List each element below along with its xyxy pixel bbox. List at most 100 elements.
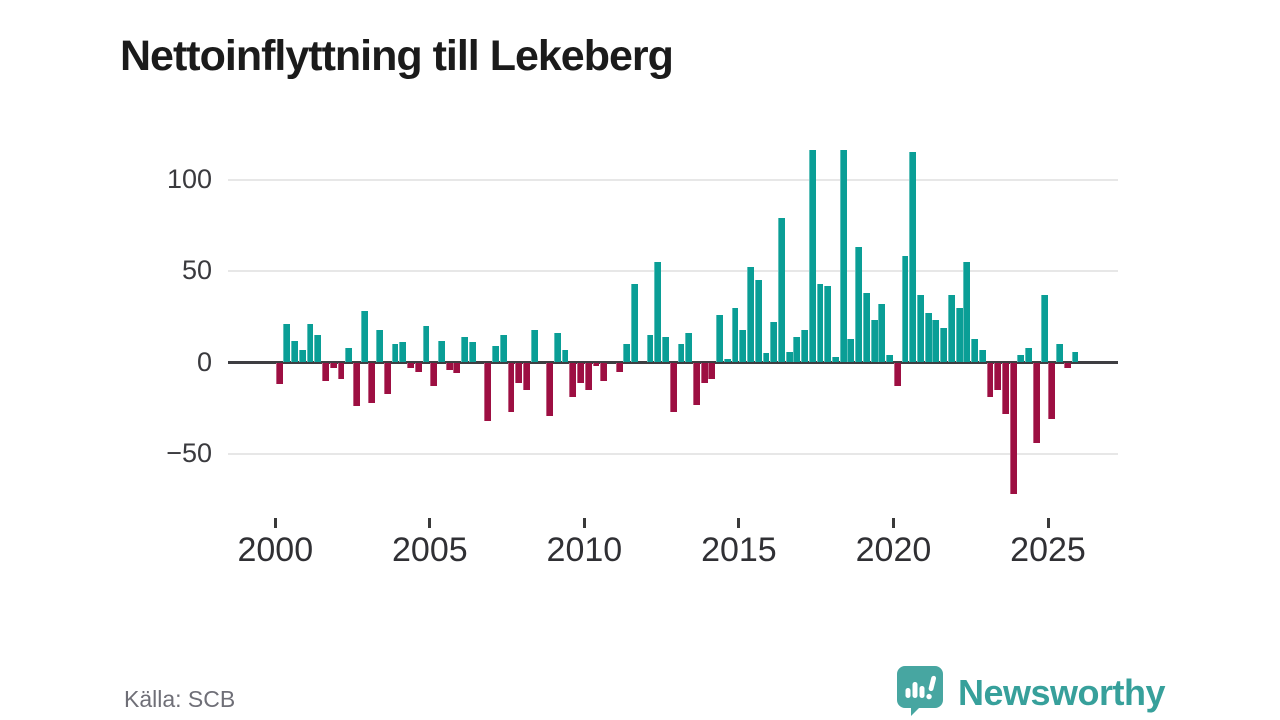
bar-2019-q4 [886,355,894,363]
bar-2014-q3 [723,358,731,363]
bar-2015-q4 [762,353,770,363]
bar-2001-q3 [322,362,329,381]
bar-2002-q4 [360,311,368,363]
bar-2001-q4 [329,362,337,368]
bar-2004-q4 [422,325,430,363]
bar-2022-q1 [955,307,963,363]
bar-2010-q1 [584,362,592,390]
y-tick-label-100: 100 [166,163,212,194]
y-tick-label--50: −50 [166,438,212,468]
bar-2017-q1 [801,329,809,363]
brand-logo: Newsworthy [895,663,1166,720]
bar-2012-q3 [662,336,669,363]
bar-2002-q3 [352,362,360,407]
gridline-50 [228,270,1118,272]
bar-2003-q4 [391,344,399,363]
bar-2019-q3 [878,303,886,363]
x-tick-2010 [582,518,586,528]
bar-2002-q2 [345,347,353,363]
bar-2018-q3 [847,338,855,363]
bar-2023-q1 [986,362,994,398]
bar-2007-q2 [499,335,507,363]
bar-2011-q1 [615,362,623,372]
bar-2009-q3 [569,362,577,398]
bar-2001-q1 [306,324,314,363]
bar-2014-q4 [731,307,739,363]
bar-2020-q3 [909,152,917,363]
x-tick-2020 [891,518,895,528]
bar-2025-q4 [1071,351,1079,363]
x-tick-2005 [428,518,432,528]
bar-2005-q4 [453,362,461,374]
bar-2024-q1 [1017,355,1025,363]
x-tick-2025 [1046,518,1050,528]
bar-2006-q1 [461,336,469,363]
bar-2018-q1 [832,357,839,363]
gridline--50 [228,453,1118,455]
bar-2024-q2 [1025,347,1033,363]
source-note: Källa: SCB [124,686,236,712]
bar-2016-q2 [777,217,785,363]
y-tick-label-0: 0 [196,346,212,377]
bar-2000-q2 [283,324,291,363]
x-tick-2015 [737,518,741,528]
bar-2012-q1 [646,335,654,363]
bar-2009-q2 [561,349,569,363]
bar-2008-q2 [530,329,538,363]
bar-2015-q1 [739,329,747,363]
bar-2005-q1 [430,362,438,387]
bar-2004-q1 [399,342,407,363]
bar-2020-q2 [901,256,909,363]
bar-2024-q4 [1040,294,1048,363]
bar-2016-q1 [770,322,778,363]
bar-2015-q2 [747,267,754,363]
bar-2013-q2 [685,333,693,363]
bar-2004-q3 [414,362,422,372]
bar-2015-q3 [754,280,762,363]
bar-2023-q2 [994,362,1002,390]
bar-2017-q3 [816,283,824,363]
bar-2020-q4 [917,294,924,363]
bar-2005-q2 [437,340,445,363]
bar-2025-q2 [1056,344,1064,363]
bar-2019-q2 [870,320,878,363]
bar-2000-q3 [291,340,299,363]
bar-2006-q4 [484,362,492,422]
bar-2002-q1 [337,362,345,379]
bar-2021-q1 [924,313,932,363]
bar-2024-q3 [1032,362,1040,444]
bar-2023-q3 [1002,362,1009,414]
y-tick-label-50: 50 [181,255,212,285]
gridline-100 [228,178,1118,181]
bar-2022-q2 [963,261,971,363]
bar-2021-q3 [940,327,948,363]
x-tick-label-2010: 2010 [546,531,623,569]
bar-2009-q4 [577,362,584,383]
bar-2009-q1 [553,333,561,363]
bar-2018-q4 [855,247,863,363]
bar-2007-q4 [515,362,523,383]
bar-2011-q2 [623,344,631,363]
bar-2013-q1 [677,344,685,363]
bar-2012-q4 [669,362,677,412]
bar-2010-q3 [600,362,608,381]
bar-2017-q4 [824,285,832,363]
bar-2025-q1 [1048,362,1056,420]
bar-2018-q2 [839,150,847,363]
x-tick-label-2025: 2025 [1010,531,1086,569]
bar-2022-q3 [971,338,979,363]
bar-2014-q1 [708,362,716,379]
chart-title: Nettoinflyttning till Lekeberg [120,31,674,80]
x-tick-label-2005: 2005 [392,531,468,569]
bar-2016-q4 [793,336,801,363]
bar-2003-q1 [368,362,376,403]
brand-name: Newsworthy [958,671,1166,713]
bar-2021-q2 [932,320,940,363]
x-tick-2000 [273,518,277,528]
bar-2025-q3 [1063,362,1071,368]
bar-2003-q2 [376,329,384,363]
bar-2004-q2 [407,362,414,368]
x-tick-label-2015: 2015 [701,531,777,569]
bar-2019-q1 [862,292,870,363]
